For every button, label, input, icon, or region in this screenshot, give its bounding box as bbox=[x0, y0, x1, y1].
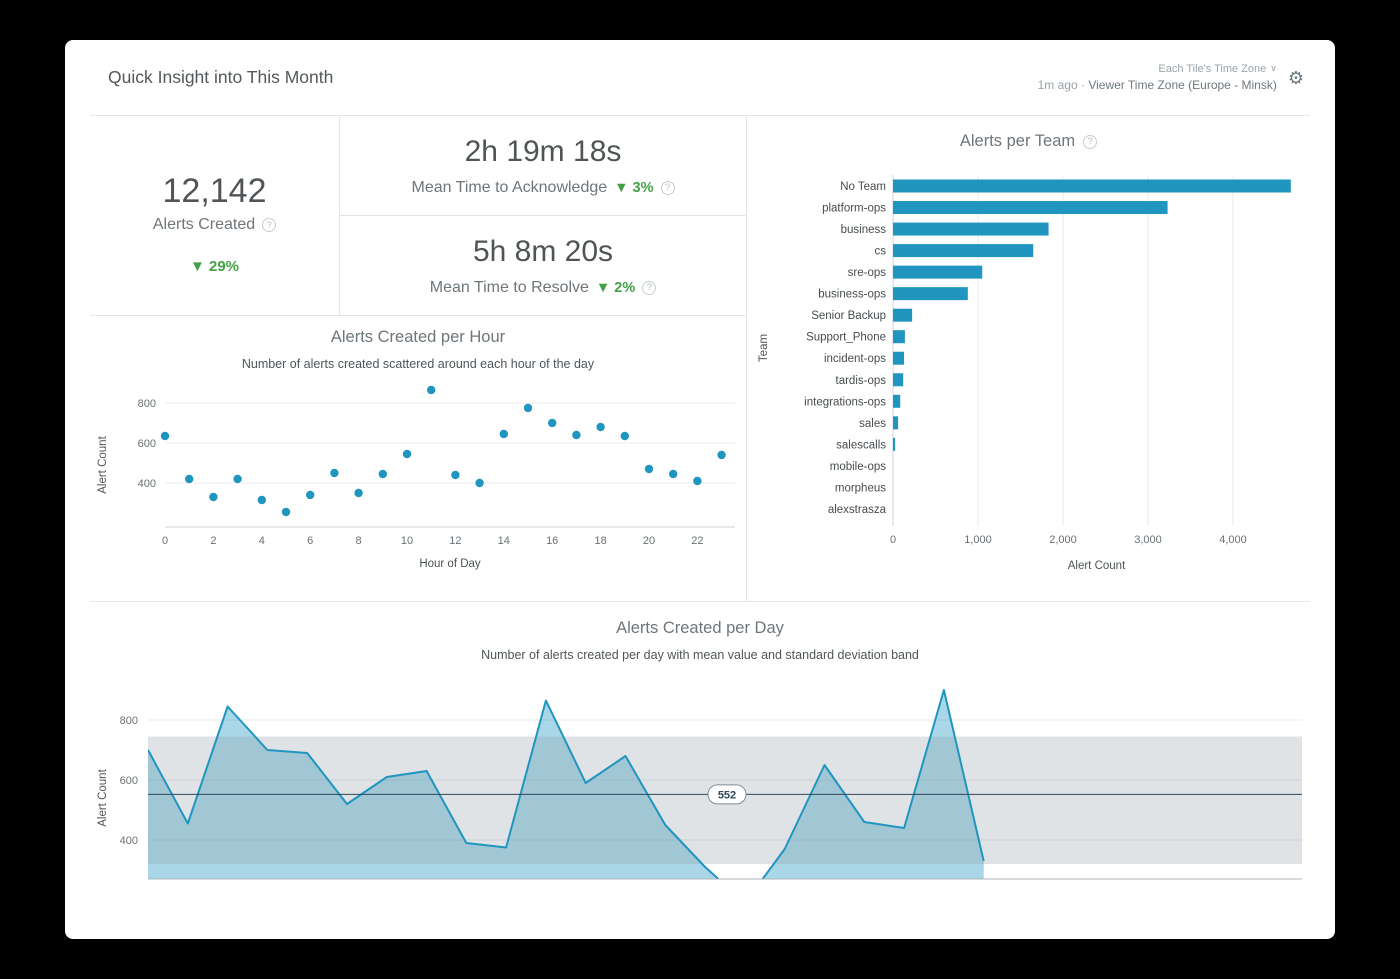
header-controls: Each Tile's Time Zone ∨ 1m ago · Viewer T… bbox=[1038, 63, 1304, 92]
svg-text:morpheus: morpheus bbox=[835, 482, 886, 494]
svg-text:sre-ops: sre-ops bbox=[848, 267, 887, 279]
svg-text:Senior Backup: Senior Backup bbox=[811, 310, 886, 322]
separator-dot: · bbox=[1081, 78, 1085, 92]
alerts-per-hour-title-row: Alerts Created per Hour bbox=[90, 328, 746, 347]
svg-text:552: 552 bbox=[718, 789, 736, 801]
svg-text:12: 12 bbox=[449, 535, 461, 547]
mta-label: Mean Time to Acknowledge bbox=[411, 178, 608, 196]
gear-icon[interactable]: ⚙ bbox=[1287, 67, 1304, 88]
svg-text:Team: Team bbox=[758, 334, 770, 362]
svg-text:8: 8 bbox=[356, 535, 362, 547]
svg-text:4,000: 4,000 bbox=[1219, 534, 1247, 546]
mtr-label: Mean Time to Resolve bbox=[429, 278, 589, 296]
svg-text:400: 400 bbox=[138, 478, 156, 490]
svg-text:0: 0 bbox=[162, 535, 168, 547]
alerts-per-team-tile: Alerts per Team ? 0 1,000 2,000 3,000 4,000 N… bbox=[747, 116, 1310, 602]
svg-text:2,000: 2,000 bbox=[1049, 534, 1077, 546]
svg-text:800: 800 bbox=[138, 398, 156, 410]
dashboard-card: Quick Insight into This Month Each Tile'… bbox=[65, 40, 1335, 939]
mtr-delta: ▼ 2% bbox=[595, 279, 636, 296]
mta-help-icon[interactable]: ? bbox=[660, 180, 675, 195]
svg-text:16: 16 bbox=[546, 535, 558, 547]
svg-text:400: 400 bbox=[120, 835, 138, 847]
timezone-status: 1m ago · Viewer Time Zone (Europe - Mins… bbox=[1038, 78, 1277, 92]
svg-text:20: 20 bbox=[643, 535, 655, 547]
mean-time-to-resolve-tile: 5h 8m 20s Mean Time to Resolve ▼ 2% ? bbox=[340, 216, 746, 315]
mta-value: 2h 19m 18s bbox=[464, 134, 622, 168]
svg-text:Hour of Day: Hour of Day bbox=[419, 558, 481, 570]
svg-text:Alert Count: Alert Count bbox=[97, 435, 109, 493]
alerts-per-hour-chart: 400 600 800 0 2 4 6 8 10 12 14 16 18 20 22 Hour of Day A… bbox=[90, 377, 746, 577]
mtr-help-icon[interactable]: ? bbox=[642, 280, 657, 295]
alerts-created-delta: ▼ 29% bbox=[189, 258, 240, 275]
svg-text:salescalls: salescalls bbox=[836, 439, 886, 451]
svg-text:Alert Count: Alert Count bbox=[97, 768, 109, 826]
alerts-per-team-chart: 0 1,000 2,000 3,000 4,000 No Team platform-ops… bbox=[747, 165, 1310, 585]
svg-text:600: 600 bbox=[138, 438, 156, 450]
mean-time-to-acknowledge-tile: 2h 19m 18s Mean Time to Acknowledge ▼ 3%… bbox=[340, 116, 746, 216]
svg-text:18: 18 bbox=[594, 535, 606, 547]
alerts-per-day-title-row: Alerts Created per Day bbox=[90, 619, 1310, 638]
timezone-selector-label: Each Tile's Time Zone bbox=[1158, 63, 1267, 75]
alerts-per-day-subtitle: Number of alerts created per day with me… bbox=[481, 648, 919, 662]
svg-text:800: 800 bbox=[120, 715, 138, 727]
alerts-per-day-tile: Alerts Created per Day Number of alerts … bbox=[90, 602, 1310, 891]
chevron-down-icon: ∨ bbox=[1270, 63, 1277, 73]
alerts-per-hour-subtitle: Number of alerts created scattered aroun… bbox=[241, 357, 595, 371]
svg-text:Support_Phone: Support_Phone bbox=[806, 332, 886, 344]
alerts-per-day-title: Alerts Created per Day bbox=[616, 619, 784, 637]
alerts-created-label: Alerts Created bbox=[152, 216, 256, 233]
alerts-created-value: 12,142 bbox=[162, 172, 267, 210]
svg-text:alexstrasza: alexstrasza bbox=[828, 504, 887, 516]
viewer-timezone-text: Viewer Time Zone (Europe - Minsk) bbox=[1088, 78, 1277, 92]
timezone-block: Each Tile's Time Zone ∨ 1m ago · Viewer T… bbox=[1038, 63, 1277, 92]
mtr-value: 5h 8m 20s bbox=[472, 234, 614, 268]
svg-text:6: 6 bbox=[307, 535, 313, 547]
svg-text:14: 14 bbox=[498, 535, 510, 547]
svg-text:4: 4 bbox=[259, 535, 265, 547]
alerts-per-team-help-icon[interactable]: ? bbox=[1083, 134, 1098, 149]
mean-time-column: 2h 19m 18s Mean Time to Acknowledge ▼ 3%… bbox=[340, 116, 747, 316]
svg-text:2: 2 bbox=[210, 535, 216, 547]
svg-text:10: 10 bbox=[401, 535, 413, 547]
svg-text:3,000: 3,000 bbox=[1134, 534, 1162, 546]
mtr-label-row: Mean Time to Resolve ▼ 2% ? bbox=[430, 279, 657, 297]
alerts-per-hour-tile: Alerts Created per Hour Number of alerts… bbox=[90, 316, 747, 602]
alerts-per-day-chart: 400 600 800 552 Alert Count bbox=[90, 668, 1310, 883]
alerts-per-team-title-row: Alerts per Team ? bbox=[747, 132, 1310, 151]
svg-text:mobile-ops: mobile-ops bbox=[830, 461, 886, 473]
svg-text:No Team: No Team bbox=[840, 181, 886, 193]
page-title: Quick Insight into This Month bbox=[108, 67, 334, 87]
svg-text:business: business bbox=[841, 224, 887, 236]
svg-text:integrations-ops: integrations-ops bbox=[804, 396, 886, 408]
svg-text:tardis-ops: tardis-ops bbox=[836, 375, 887, 387]
svg-text:sales: sales bbox=[859, 418, 886, 430]
svg-text:business-ops: business-ops bbox=[818, 289, 886, 301]
svg-text:incident-ops: incident-ops bbox=[824, 353, 886, 365]
svg-text:Alert Count: Alert Count bbox=[1068, 560, 1126, 572]
svg-text:platform-ops: platform-ops bbox=[822, 203, 886, 215]
alerts-per-team-title: Alerts per Team bbox=[959, 132, 1076, 150]
alerts-per-hour-title: Alerts Created per Hour bbox=[330, 328, 506, 346]
svg-text:600: 600 bbox=[120, 775, 138, 787]
mta-delta: ▼ 3% bbox=[614, 179, 654, 196]
svg-text:1,000: 1,000 bbox=[964, 534, 992, 546]
tiles-grid: 12,142 Alerts Created ? ▼ 29% 2h 19m 18s… bbox=[90, 115, 1310, 891]
header: Quick Insight into This Month Each Tile'… bbox=[90, 40, 1310, 115]
alerts-created-help-icon[interactable]: ? bbox=[262, 218, 277, 232]
svg-text:22: 22 bbox=[691, 535, 703, 547]
mta-label-row: Mean Time to Acknowledge ▼ 3% ? bbox=[411, 178, 675, 197]
svg-text:cs: cs bbox=[875, 246, 887, 258]
svg-text:0: 0 bbox=[890, 534, 896, 546]
alerts-created-label-row: Alerts Created ? bbox=[152, 216, 277, 234]
tile-timezone-selector[interactable]: Each Tile's Time Zone ∨ bbox=[1158, 63, 1276, 75]
alerts-created-tile: 12,142 Alerts Created ? ▼ 29% bbox=[90, 116, 340, 316]
last-updated-text: 1m ago bbox=[1037, 78, 1078, 92]
